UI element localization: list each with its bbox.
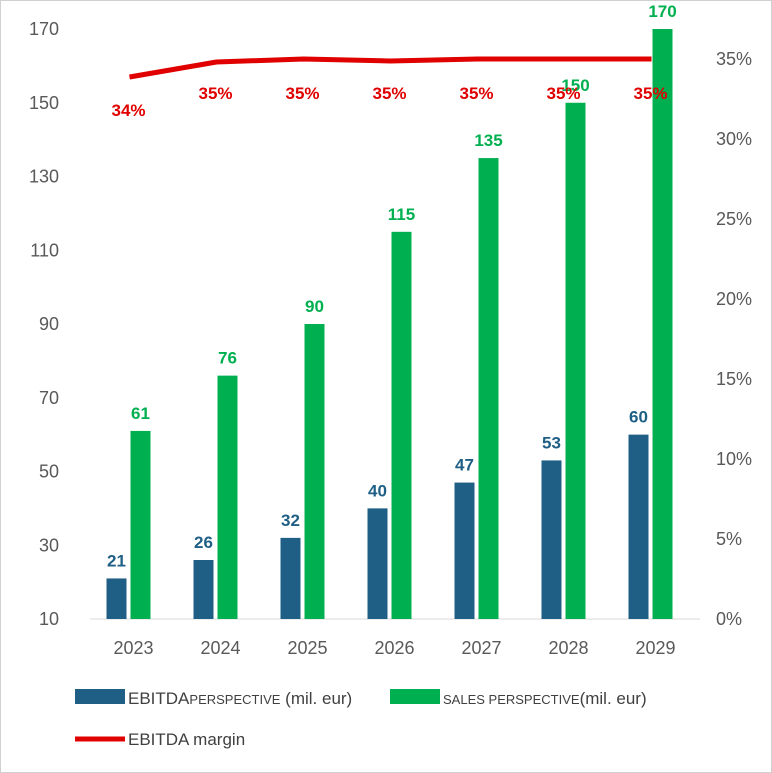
margin-line-layer bbox=[129, 56, 652, 80]
sales-bar bbox=[130, 430, 151, 619]
bars bbox=[106, 29, 673, 619]
ebitda-bar bbox=[106, 578, 127, 619]
ebitda-data-label: 21 bbox=[107, 551, 126, 570]
ebitda-bar bbox=[541, 460, 562, 619]
ebitda-bar bbox=[628, 434, 649, 619]
ebitda-bar bbox=[193, 560, 214, 619]
sales-data-label: 61 bbox=[131, 404, 150, 423]
left-tick-label: 130 bbox=[29, 167, 59, 187]
sales-data-label: 115 bbox=[388, 205, 415, 224]
left-axis-ticks: 10 30 50 70 90 110 130 150 170 bbox=[29, 19, 59, 629]
margin-data-label: 35% bbox=[546, 84, 580, 103]
sales-bar bbox=[217, 375, 238, 619]
ebitda-data-label: 32 bbox=[281, 511, 300, 530]
left-tick-label: 30 bbox=[39, 535, 59, 555]
margin-data-label: 35% bbox=[459, 84, 493, 103]
sales-data-label: 90 bbox=[305, 297, 324, 316]
right-tick-label: 5% bbox=[716, 529, 742, 549]
right-tick-label: 15% bbox=[716, 369, 752, 389]
sales-data-label: 135 bbox=[474, 131, 502, 150]
data-labels: 21 26 32 40 47 53 60 61 76 90 115 135 150 170 34% 35% 35… bbox=[107, 2, 677, 570]
margin-data-label: 35% bbox=[633, 84, 667, 103]
sales-data-label: 170 bbox=[648, 2, 676, 21]
legend: EBITDAPERSPECTIVE (mil. eur) SALES PERSP… bbox=[75, 689, 647, 749]
left-tick-label: 10 bbox=[39, 609, 59, 629]
ebitda-data-label: 40 bbox=[368, 481, 387, 500]
x-tick-label: 2024 bbox=[200, 638, 240, 658]
sales-bar bbox=[391, 231, 412, 619]
right-tick-label: 25% bbox=[716, 209, 752, 229]
margin-data-label: 35% bbox=[198, 84, 232, 103]
margin-data-label: 34% bbox=[111, 101, 145, 120]
x-tick-label: 2026 bbox=[374, 638, 414, 658]
ebitda-data-label: 47 bbox=[455, 456, 474, 475]
ebitda-data-label: 53 bbox=[542, 433, 561, 452]
left-tick-label: 90 bbox=[39, 314, 59, 334]
sales-bar bbox=[304, 324, 325, 619]
sales-bar bbox=[565, 102, 586, 619]
x-tick-label: 2023 bbox=[113, 638, 153, 658]
margin-data-label: 35% bbox=[285, 84, 319, 103]
left-tick-label: 50 bbox=[39, 462, 59, 482]
legend-label-sales: SALES PERSPECTIVE(mil. eur) bbox=[443, 689, 647, 708]
x-tick-label: 2027 bbox=[461, 638, 501, 658]
right-tick-label: 35% bbox=[716, 49, 752, 69]
ebitda-data-label: 26 bbox=[194, 533, 213, 552]
sales-bar bbox=[652, 29, 673, 619]
ebitda-bar bbox=[367, 508, 388, 619]
ebitda-bar bbox=[454, 482, 475, 619]
margin-line bbox=[129, 56, 652, 80]
left-tick-label: 170 bbox=[29, 19, 59, 39]
right-tick-label: 20% bbox=[716, 289, 752, 309]
x-tick-label: 2028 bbox=[548, 638, 588, 658]
right-axis-ticks: 0% 5% 10% 15% 20% 25% 30% 35% bbox=[716, 49, 752, 629]
sales-bar bbox=[478, 158, 499, 619]
right-tick-label: 0% bbox=[716, 609, 742, 629]
margin-data-label: 35% bbox=[372, 84, 406, 103]
left-tick-label: 110 bbox=[30, 240, 59, 260]
right-tick-label: 10% bbox=[716, 449, 752, 469]
ebitda-bar bbox=[280, 537, 301, 619]
legend-label-margin: EBITDA margin bbox=[128, 730, 245, 749]
legend-swatch-ebitda bbox=[75, 689, 125, 704]
sales-data-label: 150 bbox=[561, 76, 589, 95]
x-tick-label: 2029 bbox=[635, 638, 675, 658]
legend-swatch-sales bbox=[390, 689, 440, 704]
left-tick-label: 70 bbox=[39, 388, 59, 408]
left-tick-label: 150 bbox=[29, 93, 59, 113]
right-tick-label: 30% bbox=[716, 129, 752, 149]
ebitda-data-label: 60 bbox=[629, 408, 648, 427]
sales-data-label: 76 bbox=[218, 349, 237, 368]
legend-label-ebitda: EBITDAPERSPECTIVE (mil. eur) bbox=[128, 689, 352, 708]
x-tick-label: 2025 bbox=[287, 638, 327, 658]
x-axis-ticks: 2023 2024 2025 2026 2027 2028 2029 bbox=[113, 638, 675, 658]
